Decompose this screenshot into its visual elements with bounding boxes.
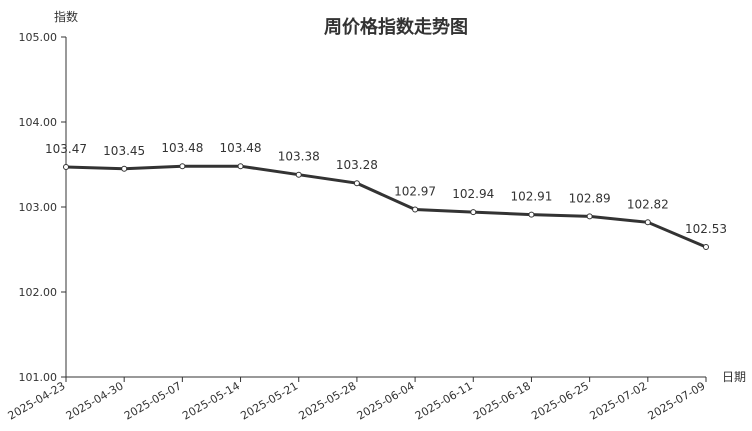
x-tick-label: 2025-07-02 <box>587 379 649 422</box>
y-tick-label: 105.00 <box>19 31 58 44</box>
chart-title: 周价格指数走势图 <box>324 16 468 38</box>
y-tick-label: 104.00 <box>19 116 58 129</box>
data-point <box>353 180 360 187</box>
x-tick-label: 2025-05-28 <box>297 379 359 422</box>
data-point <box>703 243 709 250</box>
data-point <box>237 163 244 170</box>
data-label: 103.45 <box>103 144 145 158</box>
data-point <box>586 213 593 220</box>
data-label: 103.48 <box>220 141 262 155</box>
data-label: 102.53 <box>685 222 727 236</box>
x-tick-label: 2025-05-14 <box>180 379 242 422</box>
data-label: 103.47 <box>45 142 87 156</box>
x-tick-label: 2025-06-18 <box>471 379 533 422</box>
data-label: 102.94 <box>452 187 494 201</box>
data-point <box>121 165 128 172</box>
data-label: 103.48 <box>161 141 203 155</box>
x-tick-label: 2025-06-04 <box>355 379 417 422</box>
data-point <box>528 211 535 218</box>
x-tick-label: 2025-06-25 <box>529 379 591 422</box>
data-point <box>644 219 651 226</box>
x-tick-label: 2025-05-21 <box>238 379 300 422</box>
data-point <box>295 171 302 178</box>
x-tick-label: 2025-06-11 <box>413 379 475 422</box>
data-label: 102.91 <box>510 190 552 204</box>
data-label: 102.82 <box>627 197 669 211</box>
data-label: 102.89 <box>569 191 611 205</box>
data-label: 103.28 <box>336 158 378 172</box>
y-axis-label: 指数 <box>54 9 78 24</box>
x-tick-label: 2025-07-09 <box>646 379 708 422</box>
x-axis-label: 日期 <box>722 370 746 384</box>
data-point <box>63 164 69 171</box>
y-tick-label: 101.00 <box>19 371 58 384</box>
data-point <box>179 163 186 170</box>
x-tick-label: 2025-04-23 <box>6 379 68 422</box>
x-tick-label: 2025-05-07 <box>122 379 184 422</box>
data-label: 102.97 <box>394 185 436 199</box>
series-line <box>65 164 707 249</box>
x-tick-label: 2025-04-30 <box>64 379 126 422</box>
data-label: 103.38 <box>278 150 320 164</box>
y-tick-label: 103.00 <box>19 201 58 214</box>
data-point <box>412 206 419 213</box>
y-tick-label: 102.00 <box>19 286 58 299</box>
data-point <box>470 209 477 216</box>
